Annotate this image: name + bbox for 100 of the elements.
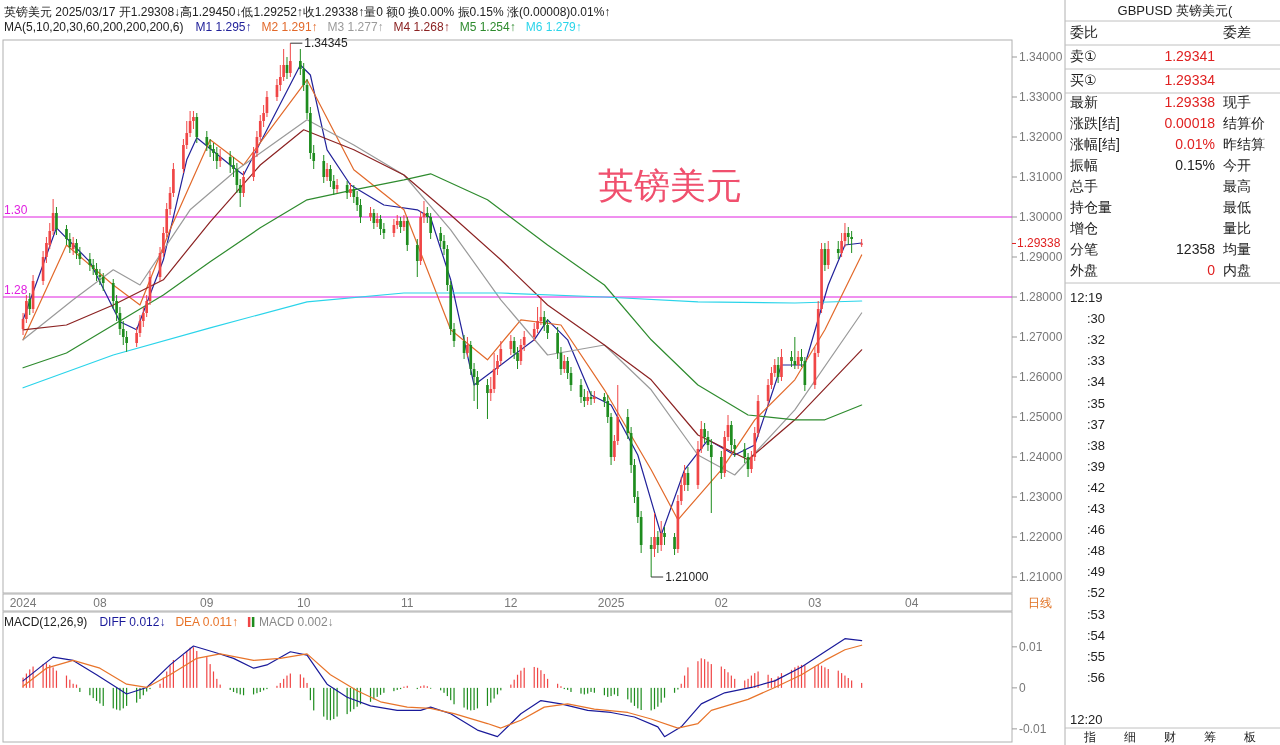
candlestick <box>55 206 58 236</box>
candlestick <box>826 240 830 270</box>
text: 内盘 <box>1223 262 1251 278</box>
text: M4 1.268↑ <box>393 20 450 34</box>
text: 0.00018 <box>1164 115 1216 131</box>
y-tick-label: 1.21000 <box>1019 570 1063 584</box>
line-series <box>22 292 863 389</box>
text: :55 <box>1087 648 1106 664</box>
text: M1 1.295↑ <box>195 20 252 34</box>
text: M2 1.291↑ <box>261 20 318 34</box>
text: 筹 <box>1204 730 1216 744</box>
text: 增仓 <box>1069 220 1098 236</box>
y-tick-label: 1.27000 <box>1019 330 1063 344</box>
x-tick-label: 2025 <box>597 596 625 610</box>
text: 最新 <box>1070 94 1098 110</box>
candlestick <box>322 154 326 184</box>
text: :33 <box>1087 353 1106 369</box>
text: 持仓量 <box>1070 199 1112 215</box>
x-tick-label: 09 <box>200 596 214 610</box>
y-tick-label: 1.29000 <box>1019 250 1063 264</box>
text: 买① <box>1070 72 1097 88</box>
text: :56 <box>1087 669 1106 685</box>
text: 12:19 <box>1070 290 1103 305</box>
y-tick-label: 1.34000 <box>1019 50 1063 64</box>
y-tick-label: 0.01 <box>1019 639 1043 654</box>
candlestick <box>242 170 245 198</box>
ref-line-label: 1.28 <box>4 283 28 297</box>
text: 总手 <box>1069 178 1098 194</box>
y-tick-label: -0.01 <box>1019 721 1047 736</box>
text: :39 <box>1087 458 1106 474</box>
text: 量比 <box>1223 220 1251 236</box>
text: 结算价 <box>1223 115 1265 131</box>
x-tick-label: 11 <box>401 596 414 610</box>
y-tick-label: 1.32000 <box>1019 130 1063 144</box>
text: :54 <box>1087 627 1106 643</box>
text: M5 1.254↑ <box>459 20 516 34</box>
x-tick-label: 2024 <box>9 596 37 610</box>
text: 12358 <box>1176 241 1216 257</box>
text: 1.29341 <box>1164 48 1216 64</box>
x-tick-label: 10 <box>297 596 311 610</box>
candlestick <box>28 292 32 316</box>
candlestick <box>780 348 783 382</box>
text: 均量 <box>1222 241 1251 257</box>
chart-subtitle: MA(5,10,20,30,60,200,200,200,6) <box>4 20 184 34</box>
text: M6 1.279↑ <box>525 20 582 34</box>
candlestick <box>289 42 292 78</box>
text: :48 <box>1087 543 1106 559</box>
candlestick <box>649 536 653 578</box>
text: 涨跌[结] <box>1070 115 1120 131</box>
text: 0.15% <box>1175 157 1215 173</box>
text: 板 <box>1243 730 1256 744</box>
text: :35 <box>1087 395 1106 411</box>
y-tick-label: 0 <box>1019 680 1026 695</box>
text: 1.29334 <box>1164 72 1216 88</box>
candlestick <box>379 214 382 236</box>
text: 振幅 <box>1070 157 1098 173</box>
candlestick <box>850 230 853 254</box>
text: 日线 <box>1028 596 1052 610</box>
y-tick-label: 1.33000 <box>1019 90 1063 104</box>
candlestick <box>719 450 723 480</box>
text: DEA 0.011↑ <box>175 615 238 629</box>
text: 今开 <box>1223 157 1251 173</box>
candlestick <box>486 378 489 420</box>
text: 委差 <box>1223 24 1251 40</box>
y-tick-label: 1.30000 <box>1019 210 1063 224</box>
text: GBPUSD 英镑美元( <box>1117 3 1234 18</box>
x-tick-label: 12 <box>504 596 518 610</box>
text: :37 <box>1087 416 1106 432</box>
text: :53 <box>1087 606 1106 622</box>
text: :38 <box>1087 437 1106 453</box>
text: :46 <box>1087 522 1106 538</box>
ref-line-label: 1.30 <box>4 203 28 217</box>
x-tick-label: 04 <box>905 596 919 610</box>
text: 分笔 <box>1070 241 1098 257</box>
annotation: 英镑美元 <box>598 165 742 206</box>
text: :34 <box>1087 374 1106 390</box>
candlestick <box>405 216 409 252</box>
legend-label: MACD 0.002↓ <box>258 615 334 629</box>
y-tick-label: 1.26000 <box>1019 370 1063 384</box>
text: :30 <box>1087 311 1106 327</box>
text: :32 <box>1087 332 1106 348</box>
text: 现手 <box>1223 94 1251 110</box>
y-tick-label: 1.31000 <box>1019 170 1063 184</box>
text: 细 <box>1124 730 1136 744</box>
chart-title: MACD(12,26,9) <box>4 615 88 629</box>
text: 卖① <box>1070 48 1097 64</box>
candlestick <box>653 512 656 558</box>
text: 涨幅[结] <box>1070 136 1120 152</box>
x-tick-label: 08 <box>93 596 107 610</box>
candlestick <box>228 150 232 174</box>
text: 1.29338 <box>1164 94 1216 110</box>
text: :52 <box>1087 585 1106 601</box>
candlestick <box>415 238 419 278</box>
annotation: 1.34345 <box>304 36 349 51</box>
text: 外盘 <box>1070 262 1098 278</box>
candlestick <box>195 112 199 144</box>
text: 0.01% <box>1175 136 1215 152</box>
text: 1.29338 <box>1017 236 1061 251</box>
text: 0 <box>1207 262 1216 278</box>
candlestick <box>466 336 469 358</box>
